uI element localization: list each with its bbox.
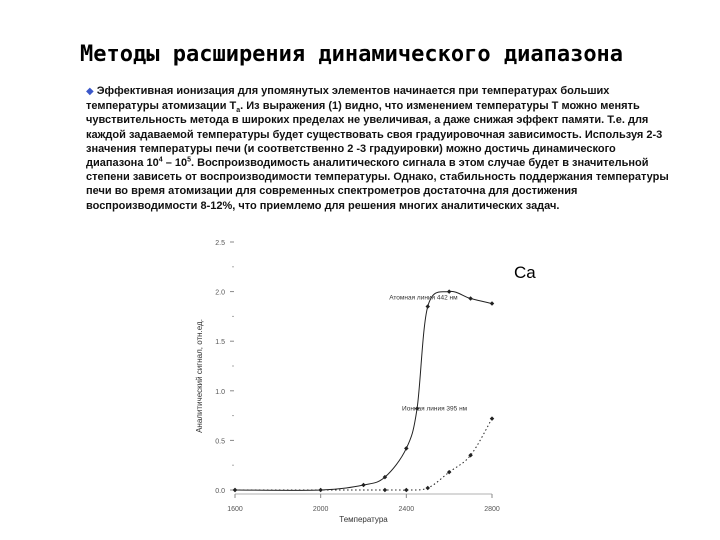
- temperature-signal-chart: 0.0 0.5 1.0 1.5 2.0 2.5 1600 2000 2400 2800 Темпер…: [195, 240, 500, 524]
- data-point: [468, 453, 473, 458]
- series-label-2: Ионная линия 395 нм: [402, 406, 468, 413]
- y-tick-label: 0.0: [215, 488, 225, 495]
- x-tick-label: 2800: [484, 506, 500, 513]
- y-tick-label: 1.5: [215, 339, 225, 346]
- data-point: [404, 446, 409, 451]
- superscript-4: 4: [158, 156, 163, 164]
- slide-title: Методы расширения динамического диапазон…: [80, 42, 624, 67]
- subscript-a: a: [236, 107, 241, 115]
- y-tick-label: 0.5: [215, 438, 225, 445]
- element-label: Ca: [514, 263, 536, 282]
- data-point: [382, 487, 388, 493]
- series-label-1: Атомная линия 442 нм: [389, 295, 458, 302]
- data-point: [425, 304, 431, 309]
- data-point: [468, 296, 473, 301]
- data-point: [489, 301, 495, 306]
- superscript-5: 5: [187, 156, 192, 164]
- data-point: [404, 487, 409, 493]
- x-tick-label: 2000: [313, 506, 329, 513]
- x-axis-label: Температура: [339, 515, 388, 524]
- y-tick-label: 2.5: [215, 240, 225, 247]
- y-tick-label: 2.0: [215, 290, 225, 297]
- data-point: [446, 469, 452, 475]
- data-point: [318, 487, 323, 493]
- data-point: [489, 416, 495, 421]
- series-line-2: [234, 418, 493, 491]
- data-point: [232, 487, 238, 493]
- data-point: [382, 474, 388, 480]
- x-tick-label: 1600: [227, 506, 243, 513]
- paragraph-text-3: – 10: [162, 157, 188, 170]
- paragraph-text-2: . Из выражения (1) видно, что изменением…: [86, 100, 663, 170]
- series-line-1: [234, 290, 493, 491]
- data-point: [414, 406, 420, 411]
- paragraph-text-4: . Воспроизводимость аналитического сигна…: [86, 157, 669, 212]
- y-tick-label: 1.0: [215, 389, 225, 396]
- x-tick-label: 2400: [399, 506, 415, 513]
- y-axis-label: Аналитический сигнал, отн.ед.: [195, 319, 204, 433]
- paragraph-text-1: Эффективная ионизация для упомянутых эле…: [86, 85, 610, 113]
- diamond-bullet-icon: ◆: [86, 86, 94, 97]
- body-paragraph: ◆ Эффективная ионизация для упомянутых эл…: [86, 84, 676, 213]
- data-point: [361, 482, 366, 488]
- data-point: [425, 485, 431, 491]
- data-point: [446, 289, 452, 294]
